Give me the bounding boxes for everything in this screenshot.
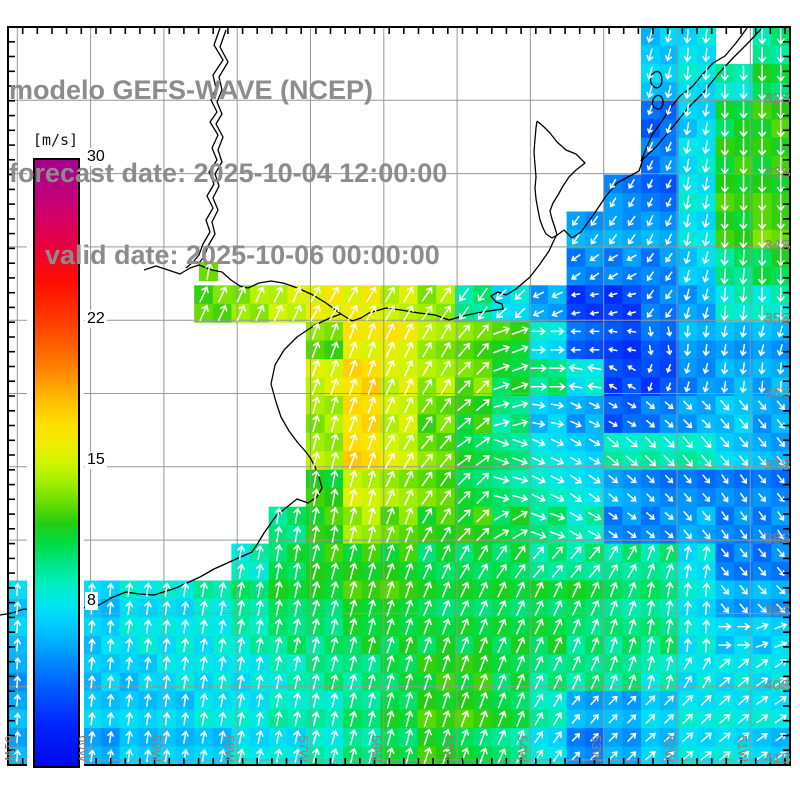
lat-label-32S: 32S [764, 90, 791, 108]
lon-label-52W: 52W [662, 735, 677, 762]
lat-label-38S: 38S [764, 530, 791, 548]
graticule-layer [8, 27, 790, 765]
wind-arrows-layer [13, 28, 788, 765]
lon-label-58W: 58W [222, 735, 238, 762]
forecast-date: forecast date: 2025-10-04 12:00:00 [9, 157, 448, 188]
lat-label-33S: 33S [764, 163, 791, 181]
valid-date: valid date: 2025-10-06 00:00:00 [45, 240, 440, 270]
lat-label-37S: 37S [764, 456, 791, 474]
lat-label-34S: 34S [764, 236, 791, 254]
lat-label-36S: 36S [764, 383, 791, 401]
map-title-block: modelo GEFS-WAVE (NCEP) forecast date: 2… [9, 22, 447, 325]
map-frame [7, 26, 791, 766]
lon-label-55W: 55W [442, 735, 458, 762]
model-title: modelo GEFS-WAVE (NCEP) [9, 75, 374, 105]
colorbar-tick-22: 22 [85, 309, 107, 328]
lon-label-53W: 53W [588, 735, 604, 762]
lon-label-57W: 57W [295, 735, 311, 762]
lon-label-60W: 60W [75, 735, 91, 762]
lon-label-59W: 59W [148, 735, 164, 762]
colorbar-gradient [33, 158, 80, 768]
coastline-layer [0, 26, 764, 616]
colorbar-tick-15: 15 [85, 451, 107, 469]
lon-label-61W: 61W [2, 735, 18, 762]
lon-label-56W: 56W [368, 735, 384, 762]
lat-label-40S: 40S [764, 676, 791, 694]
colorbar-tick-8: 8 [85, 592, 98, 611]
colorbar-unit-label: [m/s] [32, 131, 79, 149]
lat-label-39S: 39S [764, 603, 791, 621]
lat-label-41S: 41S [764, 750, 791, 767]
lat-label-35S: 35S [764, 310, 791, 328]
lon-label-54W: 54W [515, 735, 531, 762]
colorbar-tick-30: 30 [85, 148, 107, 166]
